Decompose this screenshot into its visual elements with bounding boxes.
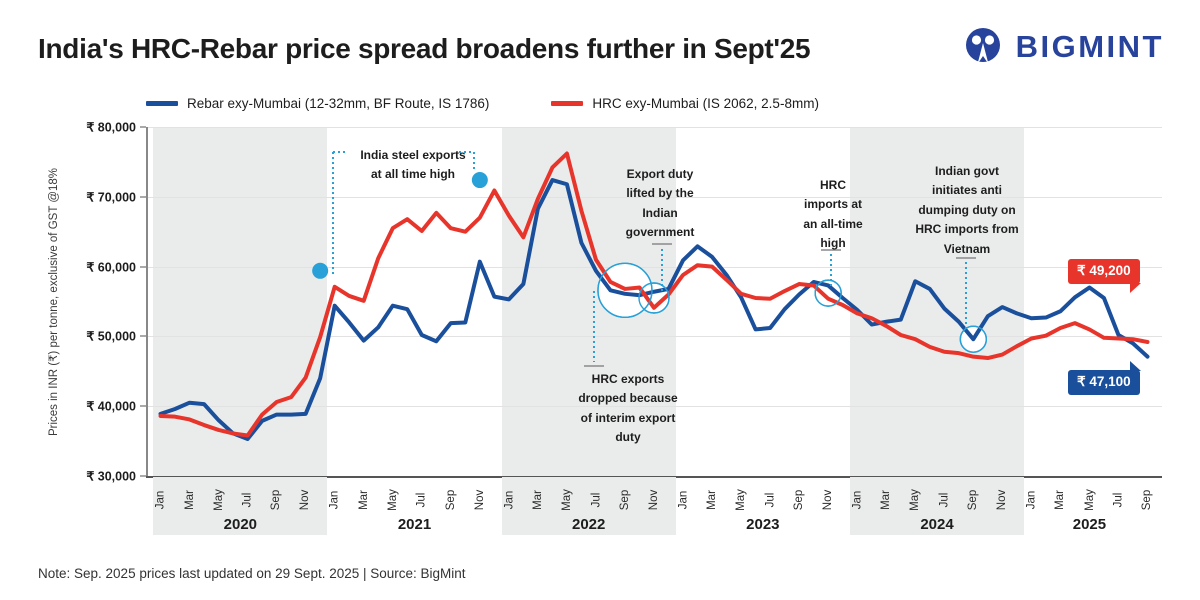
page-title: India's HRC-Rebar price spread broadens … — [38, 33, 811, 64]
price-callout-rebar-value: ₹ 47,100 — [1077, 374, 1131, 389]
gridline-60000 — [146, 266, 1162, 268]
footer-note: Note: Sep. 2025 prices last updated on 2… — [38, 566, 466, 581]
annotation-line: high — [820, 236, 846, 251]
y-axis-title-text: Prices in INR (₹) per tonne, exclusive o… — [48, 167, 61, 436]
legend-item-rebar[interactable]: Rebar exy-Mumbai (12-32mm, BF Route, IS … — [146, 96, 489, 111]
x-axis-band-2020 — [153, 477, 328, 535]
annotation-line: HRC imports from — [915, 222, 1019, 237]
price-callout-rebar: ₹ 47,100 — [1068, 361, 1141, 395]
price-callout-hrc-value: ₹ 49,200 — [1077, 263, 1131, 278]
y-tick-label-60000: ₹ 60,000 — [86, 260, 136, 275]
x-axis-year-label-2022: 2022 — [571, 516, 606, 533]
y-tick-label-50000: ₹ 50,000 — [86, 329, 136, 344]
legend-label-rebar: Rebar exy-Mumbai (12-32mm, BF Route, IS … — [187, 96, 490, 111]
legend-swatch-rebar — [146, 101, 178, 106]
annotation-line: of interim export — [580, 410, 676, 425]
annotation-line: HRC exports — [591, 372, 665, 386]
bigmint-mark-icon — [962, 26, 1004, 68]
gridline-50000 — [146, 336, 1162, 338]
y-tick-mark-50000 — [140, 335, 146, 337]
hollow-marker-hrc-imports — [814, 279, 842, 307]
annotation-line: Export duty — [626, 167, 694, 181]
annotation-line: imports at — [803, 197, 862, 212]
annotation-line: dropped because — [578, 391, 678, 406]
legend-item-hrc[interactable]: HRC exy-Mumbai (IS 2062, 2.5-8mm) — [551, 96, 819, 111]
annotation-line: Indian govt — [935, 164, 999, 178]
y-tick-mark-70000 — [140, 196, 146, 198]
annotation-line: an all-time — [803, 216, 863, 231]
annotation-line: HRC — [820, 178, 846, 192]
hollow-marker-hrc-imports-ring — [814, 279, 842, 307]
legend-swatch-hrc — [551, 101, 584, 106]
annotation-line: government — [625, 225, 695, 240]
x-axis-line — [146, 476, 1162, 478]
annotation-line: lifted by the — [626, 186, 694, 201]
year-band-2020 — [153, 127, 328, 476]
y-tick-mark-60000 — [140, 266, 146, 268]
x-tick-label-sep-2025: Sep — [1141, 489, 1154, 511]
y-tick-label-30000: ₹ 30,000 — [86, 469, 136, 484]
x-axis-year-label-2020: 2020 — [223, 516, 258, 533]
x-axis-year-label-2021: 2021 — [397, 516, 432, 533]
chart-legend: Rebar exy-Mumbai (12-32mm, BF Route, IS … — [146, 96, 819, 111]
y-tick-mark-30000 — [140, 475, 146, 477]
annotation-line: initiates anti — [931, 183, 1002, 198]
annotation-line: duty — [615, 430, 641, 445]
annotation-line: at all time high — [370, 167, 455, 182]
y-axis-line — [146, 127, 148, 476]
x-axis-year-label-2025: 2025 — [1072, 516, 1107, 533]
y-tick-mark-40000 — [140, 405, 146, 407]
annotation-hrc-exports-dropped: HRC exports dropped because of interim exp… — [548, 370, 708, 448]
y-tick-label-70000: ₹ 70,000 — [86, 190, 136, 205]
price-callout-hrc-tail — [1130, 283, 1141, 293]
y-axis-title: Prices in INR (₹) per tonne, exclusive o… — [44, 127, 62, 476]
legend-label-hrc: HRC exy-Mumbai (IS 2062, 2.5-8mm) — [592, 96, 819, 111]
annotation-hrc-imports-high: HRC imports at an all-time high — [790, 176, 876, 254]
annotation-india-steel-exports: India steel exports at all time high — [340, 146, 486, 185]
annotation-line: Vietnam — [943, 241, 991, 256]
y-tick-mark-80000 — [140, 126, 146, 128]
annotation-line: Indian — [642, 205, 678, 220]
bigmint-logo: BIGMINT — [962, 26, 1164, 68]
price-callout-hrc: ₹ 49,200 — [1068, 259, 1141, 293]
x-axis-year-label-2024: 2024 — [920, 516, 954, 533]
gridline-80000 — [146, 127, 1162, 128]
annotation-export-duty-lifted: Export duty lifted by the Indian government — [606, 165, 714, 243]
annotation-anti-dumping-vietnam: Indian govt initiates anti dumping duty on… — [898, 162, 1036, 259]
x-axis-band-2022 — [501, 477, 676, 535]
x-axis-year-label-2023: 2023 — [746, 516, 780, 533]
annotation-line: dumping duty on — [918, 202, 1016, 217]
x-axis-band-2024 — [849, 477, 1025, 535]
bigmint-wordmark: BIGMINT — [1015, 29, 1164, 64]
y-tick-label-80000: ₹ 80,000 — [86, 120, 136, 135]
page-header: India's HRC-Rebar price spread broadens … — [0, 0, 1200, 88]
annotation-line: India steel exports — [360, 148, 466, 162]
y-tick-label-40000: ₹ 40,000 — [86, 399, 136, 414]
price-callout-rebar-tail — [1130, 361, 1141, 371]
